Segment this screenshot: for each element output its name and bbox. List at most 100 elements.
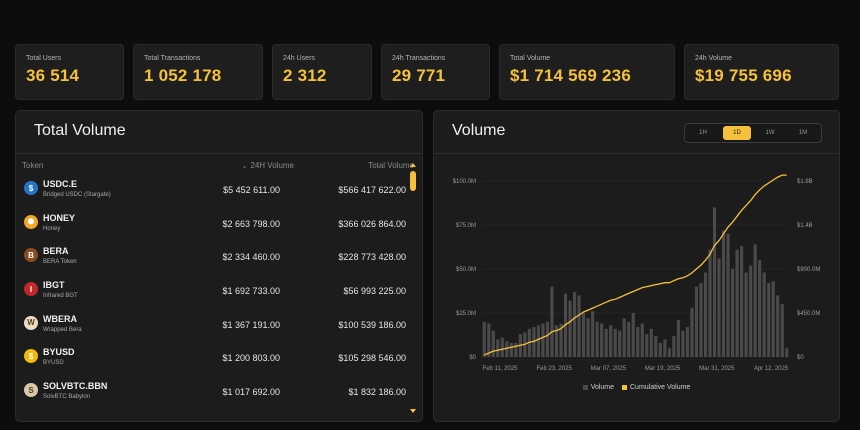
table-row[interactable]: W WBERA Wrapped Bera $1 367 191.00 $100 539 … xyxy=(16,310,410,344)
volume-bar xyxy=(636,327,640,357)
token-symbol: IBGT xyxy=(43,280,65,291)
table-row[interactable]: B BERA BERA Token $2 334 460.00 $228 773 428… xyxy=(16,242,410,276)
volume-bar xyxy=(536,325,541,357)
stat-label: Total Users xyxy=(26,55,62,62)
table-row[interactable]: I IBGT Infrared BGT $1 692 733.00 $56 993 22… xyxy=(16,276,410,310)
volume-bar xyxy=(577,295,581,357)
volume-bar xyxy=(758,260,762,357)
volume-bar xyxy=(694,286,699,357)
token-24h-volume: $2 663 798.00 xyxy=(222,218,280,229)
column-header-24h-volume[interactable]: ⌄ 24H Volume xyxy=(242,161,294,170)
token-24h-volume: $1 367 191.00 xyxy=(222,319,280,330)
tab-1h[interactable]: 1H xyxy=(699,130,707,136)
stat-label: 24h Users xyxy=(283,55,315,62)
chart-legend: Volume Cumulative Volume xyxy=(434,384,839,391)
tab-1d[interactable]: 1D xyxy=(723,126,751,140)
tab-1m[interactable]: 1M xyxy=(798,130,808,136)
scroll-down-arrow-icon[interactable] xyxy=(410,409,416,413)
stat-value: $19 755 696 xyxy=(695,66,792,85)
scrollbar-thumb[interactable] xyxy=(410,171,416,191)
volume-bar xyxy=(545,321,550,357)
volume-bar xyxy=(685,327,689,357)
stat-card-24h-volume: 24h Volume $19 755 696 xyxy=(684,44,839,100)
token-total-volume: $100 539 186.00 xyxy=(338,319,406,330)
volume-bar xyxy=(591,311,595,357)
volume-bar xyxy=(717,258,721,357)
volume-bar xyxy=(776,295,780,357)
table-row[interactable]: ⬢ HONEY Honey $2 663 798.00 $366 026 864.00 xyxy=(16,209,410,243)
scroll-up-arrow-icon[interactable] xyxy=(410,163,416,167)
table-row[interactable]: $ BYUSD BYUSD $1 200 803.00 $105 298 546.00 xyxy=(16,343,410,377)
panel-title: Total Volume xyxy=(34,122,126,139)
volume-bar xyxy=(645,334,649,357)
x-tick-label: Mar 19, 2025 xyxy=(645,366,681,372)
stat-value: 36 514 xyxy=(26,66,80,85)
token-symbol: USDC.E xyxy=(43,179,78,189)
legend-item-cumulative-volume[interactable]: Cumulative Volume xyxy=(622,384,690,391)
token-symbol: HONEY xyxy=(43,212,76,223)
scrollbar[interactable] xyxy=(410,163,416,413)
column-header-token[interactable]: Token xyxy=(22,161,44,170)
volume-bar xyxy=(767,283,771,357)
token-symbol: BERA xyxy=(43,246,69,257)
token-icon: $ xyxy=(24,349,38,364)
y-left-tick-label: $25.0M xyxy=(456,311,476,317)
stat-card-24h-users: 24h Users 2 312 xyxy=(272,44,372,100)
volume-bar xyxy=(749,265,753,357)
volume-bar xyxy=(595,321,599,357)
volume-bar xyxy=(744,272,748,357)
y-right-tick-label: $450.0M xyxy=(797,311,820,317)
token-total-volume: $56 993 225.00 xyxy=(343,286,406,297)
stat-label: 24h Volume xyxy=(695,55,732,62)
token-symbol: SOLVBTC.BBN xyxy=(43,381,108,392)
volume-chart: $0 $25.0M $50.0M $75.0M $100.0M $0 $450.0M $900… xyxy=(453,174,820,372)
volume-bar xyxy=(600,323,604,357)
volume-bar xyxy=(771,281,775,357)
legend-swatch xyxy=(622,384,627,390)
panel-title: Volume xyxy=(452,122,506,139)
volume-bar xyxy=(487,323,491,357)
legend-label: Cumulative Volume xyxy=(630,384,691,391)
volume-bar xyxy=(703,272,708,357)
legend-item-volume[interactable]: Volume xyxy=(582,384,614,391)
token-total-volume: $1 832 186.00 xyxy=(348,387,406,398)
y-right-tick-label: $1.4B xyxy=(797,223,813,229)
divider xyxy=(16,153,422,154)
stat-label: 24h Transactions xyxy=(392,55,446,62)
table-row[interactable]: $ USDC.E Bridged USDC (Stargate) $5 452 611… xyxy=(16,175,410,209)
token-icon: $ xyxy=(24,181,38,195)
volume-bar xyxy=(554,325,559,357)
x-tick-label: Feb 23, 2025 xyxy=(537,366,573,372)
x-tick-label: Mar 31, 2025 xyxy=(699,366,735,372)
volume-bar xyxy=(676,320,680,357)
volume-bar xyxy=(667,348,671,357)
table-header: Token ⌄ 24H Volume Total Volume xyxy=(22,161,414,173)
token-24h-volume: $1 692 733.00 xyxy=(222,286,280,297)
volume-panel: Volume 1H 1D 1W 1M $0 $25.0M $50.0M $75.0M $… xyxy=(433,110,840,422)
token-name: Bridged USDC (Stargate) xyxy=(43,192,111,198)
y-left-tick-label: $50.0M xyxy=(456,267,476,273)
token-table-body: $ USDC.E Bridged USDC (Stargate) $5 452 611… xyxy=(16,175,410,419)
token-icon: S xyxy=(24,383,38,398)
stat-card-total-transactions: Total Transactions 1 052 178 xyxy=(133,44,263,100)
volume-bar xyxy=(631,313,635,357)
volume-bar xyxy=(681,330,685,357)
token-total-volume: $105 298 546.00 xyxy=(338,353,406,364)
volume-bar xyxy=(509,342,513,357)
volume-bar xyxy=(708,249,712,357)
volume-bar xyxy=(663,339,667,357)
volume-bar xyxy=(735,249,739,357)
volume-bar xyxy=(541,323,545,357)
stats-row: Total Users 36 514 Total Transactions 1 … xyxy=(15,44,840,100)
table-row[interactable]: S SOLVBTC.BBN SolvBTC Babylon $1 017 692.00… xyxy=(16,377,410,411)
column-header-total-volume[interactable]: Total Volume xyxy=(368,161,414,170)
tab-1w[interactable]: 1W xyxy=(765,130,775,136)
volume-bar xyxy=(500,337,504,357)
volume-bar xyxy=(785,348,789,357)
x-tick-label: Mar 07, 2025 xyxy=(591,366,627,372)
token-total-volume: $228 773 428.00 xyxy=(338,252,406,263)
stat-value: 2 312 xyxy=(283,66,327,85)
total-volume-panel: Total Volume Token ⌄ 24H Volume Total Vol… xyxy=(15,110,423,422)
token-total-volume: $366 026 864.00 xyxy=(338,218,406,229)
token-name: Honey xyxy=(43,225,61,232)
